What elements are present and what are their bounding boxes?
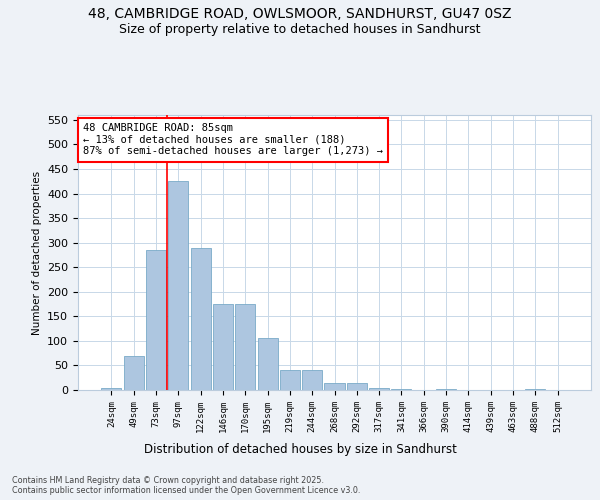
Bar xyxy=(436,389,456,390)
Bar xyxy=(525,388,545,390)
Bar xyxy=(213,304,233,390)
Bar xyxy=(257,338,278,390)
Bar xyxy=(280,370,300,390)
Text: 48, CAMBRIDGE ROAD, OWLSMOOR, SANDHURST, GU47 0SZ: 48, CAMBRIDGE ROAD, OWLSMOOR, SANDHURST,… xyxy=(88,8,512,22)
Bar xyxy=(347,382,367,390)
Text: Size of property relative to detached houses in Sandhurst: Size of property relative to detached ho… xyxy=(119,22,481,36)
Text: 48 CAMBRIDGE ROAD: 85sqm
← 13% of detached houses are smaller (188)
87% of semi-: 48 CAMBRIDGE ROAD: 85sqm ← 13% of detach… xyxy=(83,123,383,156)
Bar xyxy=(191,248,211,390)
Bar xyxy=(235,304,255,390)
Bar xyxy=(168,182,188,390)
Text: Contains HM Land Registry data © Crown copyright and database right 2025.
Contai: Contains HM Land Registry data © Crown c… xyxy=(12,476,361,495)
Bar xyxy=(369,388,389,390)
Bar xyxy=(101,388,121,390)
Y-axis label: Number of detached properties: Number of detached properties xyxy=(32,170,41,334)
Bar xyxy=(302,370,322,390)
Bar xyxy=(325,382,344,390)
Bar xyxy=(391,389,412,390)
Text: Distribution of detached houses by size in Sandhurst: Distribution of detached houses by size … xyxy=(143,442,457,456)
Bar xyxy=(124,356,144,390)
Bar xyxy=(146,250,166,390)
